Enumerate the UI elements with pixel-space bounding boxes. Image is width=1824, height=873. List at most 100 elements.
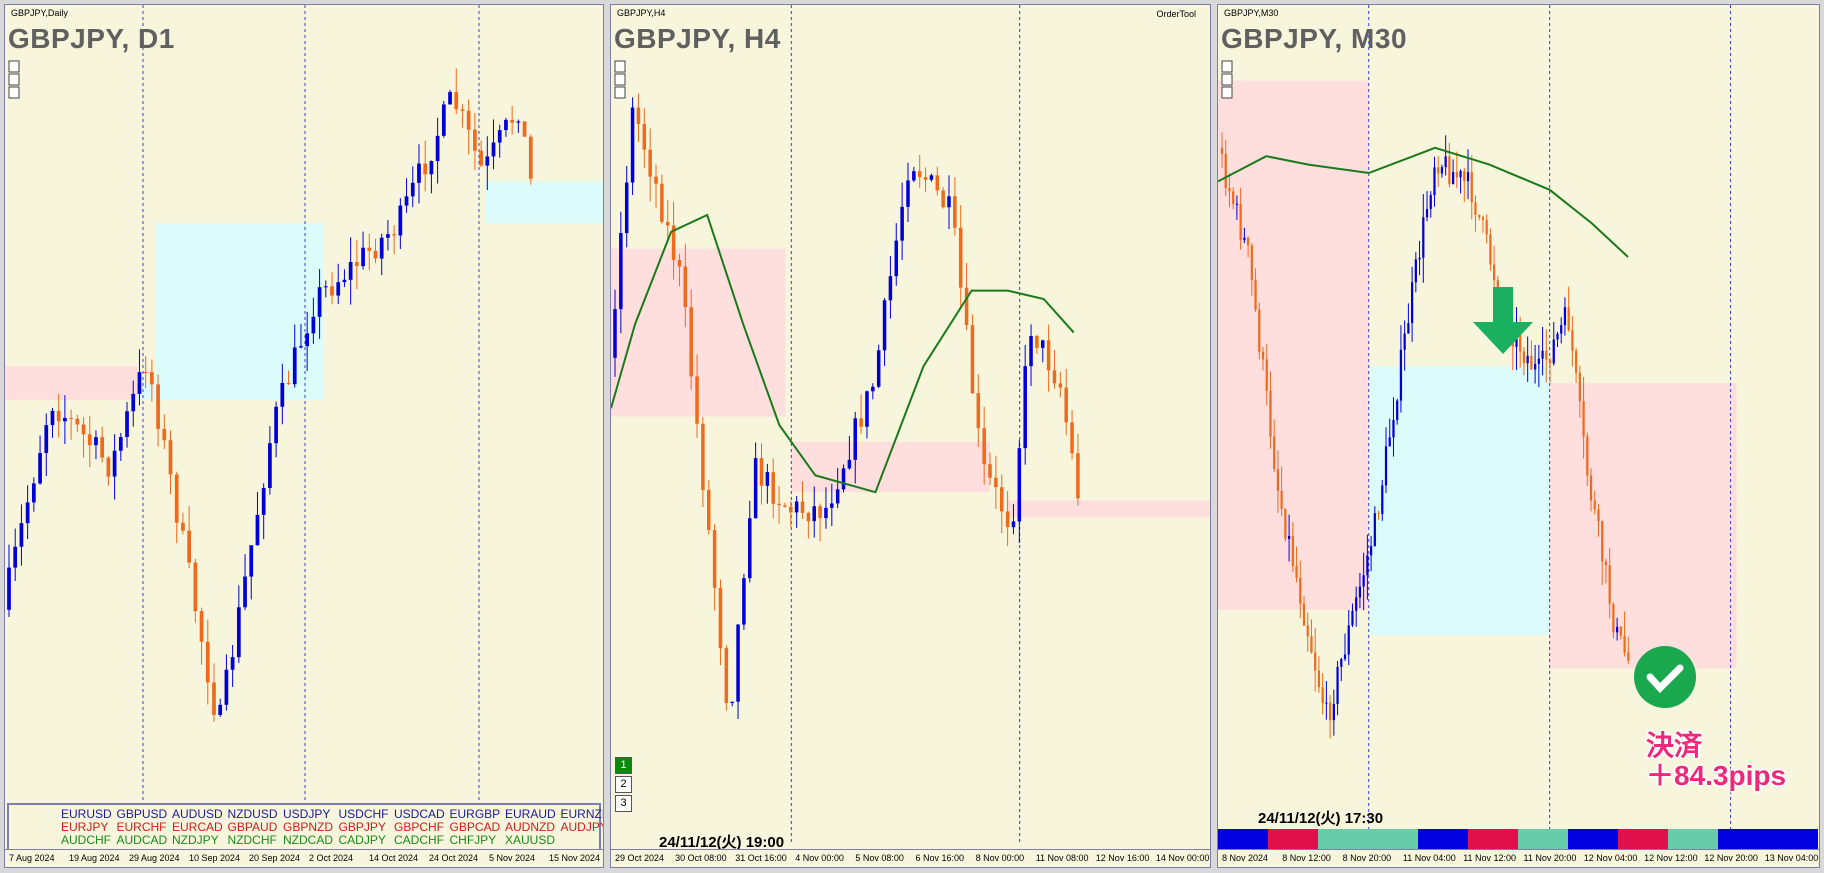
x-tick-label: 14 Oct 2024: [369, 853, 419, 863]
zone: [1549, 383, 1737, 669]
symbol-button[interactable]: USDJPY: [283, 807, 331, 821]
candle-body: [212, 682, 216, 715]
symbol-button[interactable]: AUDCHF: [61, 833, 111, 847]
x-tick-label: 12 Nov 20:00: [1704, 853, 1758, 863]
symbol-button[interactable]: AUDJPY: [560, 820, 604, 834]
candle-body: [1076, 453, 1080, 499]
symbol-button[interactable]: GBPAUD: [227, 820, 278, 834]
candle-body: [701, 423, 705, 490]
candle-body: [1403, 333, 1406, 350]
candle-body: [56, 410, 61, 422]
candle-body: [830, 503, 834, 508]
symbol-button[interactable]: EURAUD: [505, 807, 556, 821]
scroll-button[interactable]: [1221, 73, 1233, 86]
zone: [5, 366, 137, 400]
candle-body: [1058, 383, 1063, 388]
symbol-button[interactable]: USDCAD: [394, 807, 445, 821]
symbol-button[interactable]: NZDJPY: [172, 833, 219, 847]
candle-body: [1604, 561, 1608, 566]
candle-body: [342, 279, 347, 283]
candle-body: [1556, 333, 1559, 340]
symbol-button[interactable]: EURGBP: [449, 807, 501, 821]
layer-button[interactable]: 1: [615, 757, 632, 774]
candle-body: [87, 434, 92, 446]
symbol-button[interactable]: GBPUSD: [116, 807, 168, 821]
candle-body: [771, 472, 775, 504]
symbol-button[interactable]: GBPCHF: [394, 820, 445, 834]
candle-body: [1325, 702, 1328, 704]
symbol-button[interactable]: GBPNZD: [283, 820, 334, 834]
symbol-button[interactable]: GBPJPY: [338, 820, 386, 834]
symbol-button[interactable]: AUDUSD: [172, 807, 223, 821]
layer-button[interactable]: 2: [615, 776, 632, 793]
signal-strip: [1618, 829, 1668, 849]
candle-body: [1295, 565, 1298, 578]
candle-body: [1384, 446, 1388, 486]
symbol-button[interactable]: EURNZD: [560, 807, 604, 821]
candle-body: [636, 107, 641, 125]
layer-button[interactable]: 3: [615, 795, 632, 812]
scroll-button[interactable]: [8, 60, 20, 73]
candle-body: [510, 119, 515, 123]
scroll-button[interactable]: [1221, 86, 1233, 99]
candle-body: [1616, 626, 1619, 633]
candle-body: [1578, 372, 1581, 402]
symbol-button[interactable]: XAUUSD: [505, 833, 556, 847]
x-tick-label: 11 Nov 20:00: [1523, 853, 1577, 863]
candle-body: [1064, 387, 1068, 423]
candle-body: [970, 325, 975, 394]
candle-body: [1284, 509, 1287, 540]
candle-body: [1041, 340, 1045, 348]
x-tick-label: 29 Aug 2024: [129, 853, 180, 863]
candle-body: [1548, 359, 1552, 364]
symbol-button[interactable]: EURCHF: [116, 820, 167, 834]
candle-body: [712, 530, 717, 588]
candle-body: [1287, 535, 1291, 540]
scroll-button[interactable]: [614, 73, 626, 86]
candle-body: [299, 346, 303, 348]
scroll-button[interactable]: [614, 60, 626, 73]
scroll-button[interactable]: [8, 73, 20, 86]
candle-body: [917, 171, 922, 178]
symbol-button[interactable]: NZDCHF: [227, 833, 277, 847]
scroll-button[interactable]: [614, 86, 626, 99]
order-tool[interactable]: OrderTool: [1156, 9, 1196, 19]
symbol-button[interactable]: NZDUSD: [227, 807, 278, 821]
candle-body: [683, 266, 688, 308]
candle-body: [1369, 546, 1373, 556]
symbol-button[interactable]: EURCAD: [172, 820, 223, 834]
candle-body: [871, 386, 875, 392]
chart-canvas: [1218, 5, 1818, 849]
candle-body: [1235, 203, 1239, 205]
candle-body: [1451, 172, 1455, 185]
candle-body: [748, 518, 752, 579]
symbol-button[interactable]: AUDCAD: [116, 833, 168, 847]
symbol-button[interactable]: GBPCAD: [449, 820, 501, 834]
candle-body: [386, 234, 390, 238]
symbol-button[interactable]: USDCHF: [338, 807, 389, 821]
symbol-button[interactable]: EURJPY: [61, 820, 109, 834]
candle-body: [193, 562, 198, 612]
symbol-button[interactable]: EURUSD: [61, 807, 112, 821]
candle-body: [230, 657, 235, 670]
candle-body: [1232, 191, 1235, 204]
candle-body: [1448, 156, 1451, 185]
candle-body: [1343, 654, 1347, 660]
scroll-button[interactable]: [1221, 60, 1233, 73]
chart-panel: GBPJPY,H4 GBPJPY, H4 OrderTool 24/11/12(…: [610, 4, 1211, 868]
candle-body: [1228, 187, 1231, 192]
candle-body: [354, 261, 359, 267]
symbol-button[interactable]: AUDNZD: [505, 820, 555, 834]
candle-body: [1321, 687, 1324, 704]
candle-body: [1046, 340, 1051, 371]
x-tick-label: 5 Nov 2024: [489, 853, 536, 863]
scroll-button[interactable]: [8, 86, 20, 99]
symbol-button[interactable]: CADJPY: [338, 833, 386, 847]
signal-strip: [1668, 829, 1718, 849]
x-tick-label: 11 Nov 04:00: [1402, 853, 1456, 863]
symbol-button[interactable]: NZDCAD: [283, 833, 333, 847]
candle-body: [317, 287, 322, 317]
symbol-button[interactable]: CADCHF: [394, 833, 444, 847]
candle-body: [994, 477, 998, 488]
symbol-button[interactable]: CHFJPY: [449, 833, 497, 847]
